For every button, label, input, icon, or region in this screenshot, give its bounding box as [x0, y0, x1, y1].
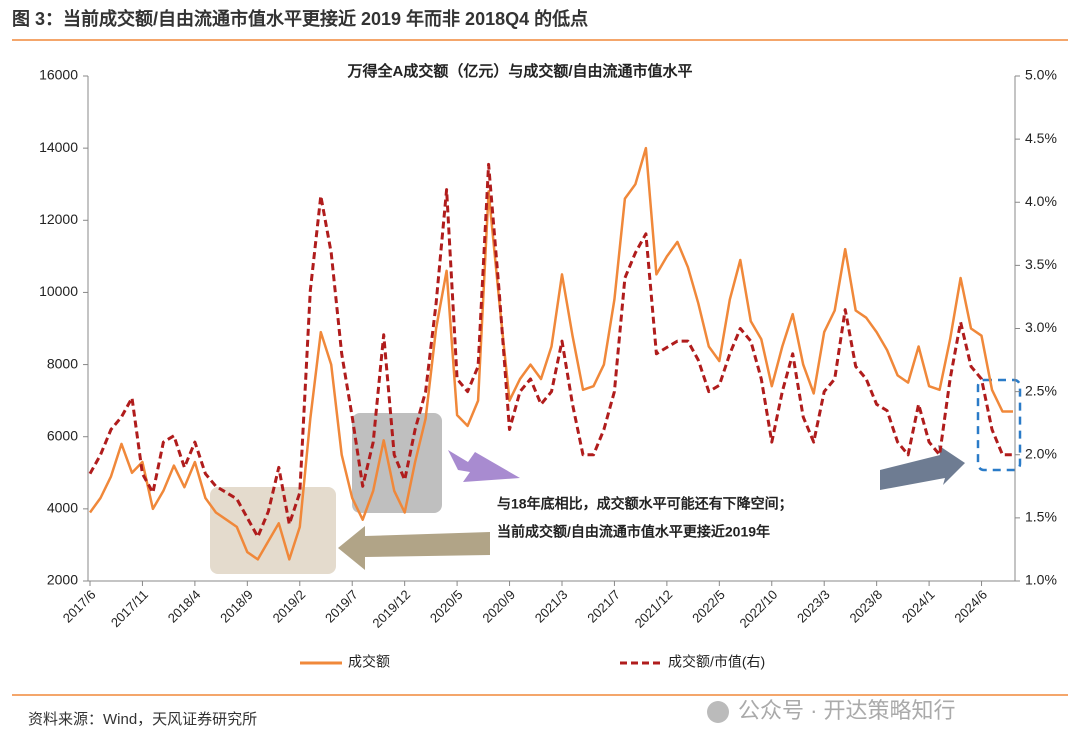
x-tick-label: 2022/5 [689, 587, 728, 626]
source: 资料来源：Wind，天风证券研究所 [28, 711, 257, 728]
arrow [338, 526, 490, 570]
arrow [880, 445, 965, 490]
x-tick-label: 2019/7 [322, 587, 361, 626]
x-tick-label: 2022/10 [736, 587, 780, 631]
y-tick-label: 8000 [47, 355, 78, 371]
x-tick-label: 2023/3 [794, 587, 833, 626]
y-tick-label: 16000 [39, 67, 78, 83]
chart-title: 万得全A成交额（亿元）与成交额/自由流通市值水平 [346, 62, 692, 80]
x-tick-label: 2018/9 [217, 587, 256, 626]
annotation: 与18年底相比，成交额水平可能还有下降空间； [497, 496, 793, 513]
watermark: 公众号 · 开达策略知行 [738, 698, 956, 723]
x-tick-label: 2019/2 [270, 587, 309, 626]
annotation: 当前成交额/自由流通市值水平更接近2019年 [497, 524, 770, 540]
series-line [88, 162, 1013, 539]
highlight-box [210, 487, 336, 574]
page-title: 图 3：当前成交额/自由流通市值水平更接近 2019 年而非 2018Q4 的低… [12, 8, 588, 29]
legend-label: 成交额/市值(右) [668, 654, 765, 670]
y-tick-label: 12000 [39, 211, 78, 227]
y2-tick-label: 3.5% [1025, 256, 1057, 272]
y2-tick-label: 4.5% [1025, 130, 1057, 146]
y2-tick-label: 5.0% [1025, 67, 1057, 83]
y-tick-label: 4000 [47, 500, 78, 516]
x-tick-label: 2017/11 [108, 587, 151, 630]
x-tick-label: 2024/1 [899, 587, 938, 626]
watermark-icon [707, 701, 729, 723]
x-tick-label: 2019/12 [369, 587, 413, 631]
y-tick-label: 10000 [39, 283, 78, 299]
y2-tick-label: 1.0% [1025, 572, 1057, 588]
x-tick-label: 2021/12 [632, 587, 676, 631]
x-tick-label: 2020/9 [479, 587, 518, 626]
y2-tick-label: 1.5% [1025, 509, 1057, 525]
legend-label: 成交额 [348, 654, 390, 670]
highlight-box [976, 378, 1022, 472]
x-tick-label: 2020/5 [427, 587, 466, 626]
x-tick-label: 2018/4 [165, 587, 204, 626]
y2-tick-label: 2.0% [1025, 445, 1057, 461]
x-tick-label: 2021/7 [584, 587, 623, 626]
series-line [88, 146, 1013, 561]
x-tick-label: 2021/3 [532, 587, 571, 626]
y2-tick-label: 4.0% [1025, 193, 1057, 209]
x-tick-label: 2017/6 [60, 587, 99, 626]
x-tick-label: 2023/8 [846, 587, 885, 626]
y2-tick-label: 3.0% [1025, 319, 1057, 335]
y-tick-label: 6000 [47, 427, 78, 443]
arrow [448, 450, 520, 482]
y2-tick-label: 2.5% [1025, 382, 1057, 398]
y-tick-label: 2000 [47, 572, 78, 588]
x-tick-label: 2024/6 [951, 587, 990, 626]
y-tick-label: 14000 [39, 139, 78, 155]
